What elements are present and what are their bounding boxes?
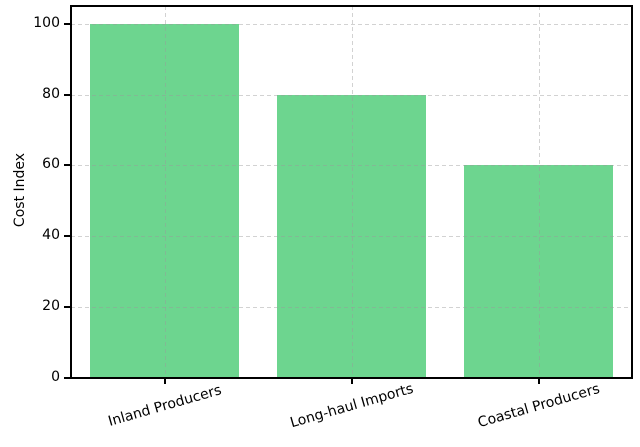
x-tick-2 xyxy=(537,378,540,384)
x-tick-1 xyxy=(350,378,353,384)
y-tick-20 xyxy=(64,306,70,309)
y-tick-label-20: 20 xyxy=(42,298,60,315)
y-tick-label-100: 100 xyxy=(33,14,60,31)
axis-spine-top xyxy=(70,5,633,7)
gridline-y-100 xyxy=(71,23,632,25)
y-tick-60 xyxy=(64,164,70,167)
gridline-y-40 xyxy=(71,236,632,238)
y-tick-100 xyxy=(64,22,70,25)
y-tick-80 xyxy=(64,93,70,96)
y-tick-label-80: 80 xyxy=(42,85,60,102)
gridline-y-20 xyxy=(71,307,632,309)
gridline-x-1 xyxy=(351,6,353,378)
axis-spine-right xyxy=(631,5,633,379)
bar-1 xyxy=(276,94,427,378)
axis-spine-left xyxy=(70,5,72,379)
bar-0 xyxy=(89,23,240,378)
gridline-x-2 xyxy=(538,6,540,378)
x-tick-0 xyxy=(163,378,166,384)
y-tick-0 xyxy=(64,377,70,379)
x-tick-label-1: Long-haul Imports xyxy=(287,380,415,432)
gridline-y-80 xyxy=(71,94,632,96)
bar-2 xyxy=(463,165,614,378)
y-tick-label-60: 60 xyxy=(42,156,60,173)
gridline-y-60 xyxy=(71,165,632,167)
x-tick-label-2: Coastal Producers xyxy=(475,380,602,432)
y-tick-label-0: 0 xyxy=(51,369,60,385)
x-tick-label-0: Inland Producers xyxy=(105,382,223,430)
plot-area xyxy=(71,6,632,378)
y-tick-40 xyxy=(64,235,70,238)
y-tick-label-40: 40 xyxy=(42,227,60,244)
gridline-x-0 xyxy=(164,6,166,378)
